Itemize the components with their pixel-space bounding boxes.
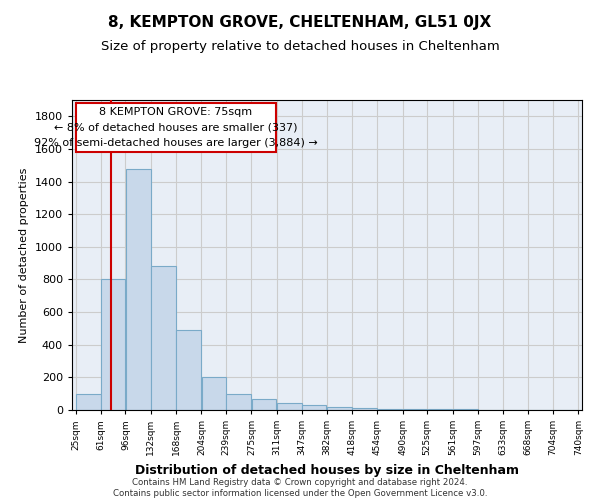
Text: 8 KEMPTON GROVE: 75sqm: 8 KEMPTON GROVE: 75sqm (99, 108, 253, 118)
X-axis label: Distribution of detached houses by size in Cheltenham: Distribution of detached houses by size … (135, 464, 519, 476)
Text: 92% of semi-detached houses are larger (3,884) →: 92% of semi-detached houses are larger (… (34, 138, 317, 148)
Bar (101, 280, 125, 410)
Bar (277, 404, 302, 410)
Bar (352, 408, 377, 410)
Bar (403, 409, 427, 410)
Bar (251, 400, 277, 410)
Text: 8, KEMPTON GROVE, CHELTENHAM, GL51 0JX: 8, KEMPTON GROVE, CHELTENHAM, GL51 0JX (109, 15, 491, 30)
Bar (428, 409, 452, 410)
Bar (453, 409, 478, 410)
Bar (202, 378, 226, 410)
Bar (377, 409, 403, 410)
Bar (226, 394, 251, 410)
Bar (76, 394, 101, 410)
Text: ← 8% of detached houses are smaller (337): ← 8% of detached houses are smaller (337… (54, 122, 298, 132)
Bar (76, 104, 276, 152)
Bar (327, 406, 352, 410)
Text: Contains HM Land Registry data © Crown copyright and database right 2024.
Contai: Contains HM Land Registry data © Crown c… (113, 478, 487, 498)
Bar (176, 330, 201, 410)
Y-axis label: Number of detached properties: Number of detached properties (19, 168, 29, 342)
Bar (126, 168, 151, 410)
Text: Size of property relative to detached houses in Cheltenham: Size of property relative to detached ho… (101, 40, 499, 53)
Bar (151, 266, 176, 410)
Bar (302, 405, 326, 410)
